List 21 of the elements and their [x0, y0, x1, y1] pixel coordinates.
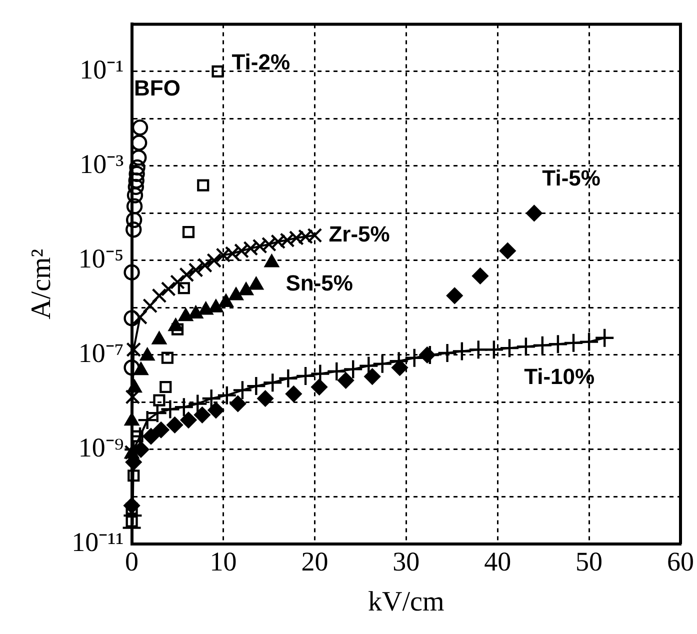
x-tick-label: 40: [484, 546, 512, 576]
y-tick-label: 10⁻¹¹: [72, 527, 124, 558]
series-label: Ti-5%: [542, 165, 600, 190]
series-label: Sn-5%: [286, 270, 353, 296]
y-tick-label: 10⁻¹: [80, 54, 124, 85]
series-label: BFO: [134, 76, 180, 101]
x-tick-label: 30: [392, 546, 420, 576]
x-tick-label: 20: [301, 546, 328, 576]
series-label: Zr-5%: [328, 221, 390, 246]
y-tick-label: 10⁻⁷: [78, 338, 124, 368]
y-tick-label: 10⁻⁹: [78, 432, 124, 463]
x-tick-label: 10: [210, 546, 237, 576]
y-tick-label: 10⁻⁵: [78, 244, 124, 274]
y-tick-label: 10⁻³: [80, 149, 124, 180]
x-tick-label: 0: [125, 546, 139, 576]
series-label: Ti-10%: [524, 364, 595, 389]
x-tick-label: 60: [667, 546, 694, 576]
series-label: Ti-2%: [232, 50, 290, 75]
y-axis-title: A/cm²: [26, 248, 58, 320]
x-tick-label: 50: [576, 546, 603, 576]
x-axis-title: kV/cm: [368, 586, 444, 618]
